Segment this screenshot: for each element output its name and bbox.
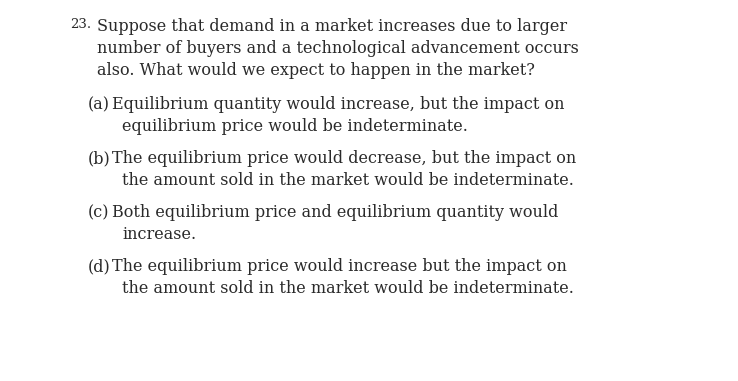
- Text: (c): (c): [88, 204, 109, 221]
- Text: Suppose that demand in a market increases due to larger: Suppose that demand in a market increase…: [97, 18, 567, 35]
- Text: (d): (d): [88, 258, 111, 275]
- Text: equilibrium price would be indeterminate.: equilibrium price would be indeterminate…: [122, 118, 468, 135]
- Text: (b): (b): [88, 150, 111, 167]
- Text: Both equilibrium price and equilibrium quantity would: Both equilibrium price and equilibrium q…: [112, 204, 559, 221]
- Text: increase.: increase.: [122, 226, 196, 243]
- Text: also. What would we expect to happen in the market?: also. What would we expect to happen in …: [97, 62, 535, 79]
- Text: The equilibrium price would decrease, but the impact on: The equilibrium price would decrease, bu…: [112, 150, 576, 167]
- Text: Equilibrium quantity would increase, but the impact on: Equilibrium quantity would increase, but…: [112, 96, 565, 113]
- Text: the amount sold in the market would be indeterminate.: the amount sold in the market would be i…: [122, 280, 574, 297]
- Text: 23.: 23.: [70, 18, 91, 31]
- Text: The equilibrium price would increase but the impact on: The equilibrium price would increase but…: [112, 258, 567, 275]
- Text: the amount sold in the market would be indeterminate.: the amount sold in the market would be i…: [122, 172, 574, 189]
- Text: (a): (a): [88, 96, 110, 113]
- Text: number of buyers and a technological advancement occurs: number of buyers and a technological adv…: [97, 40, 579, 57]
